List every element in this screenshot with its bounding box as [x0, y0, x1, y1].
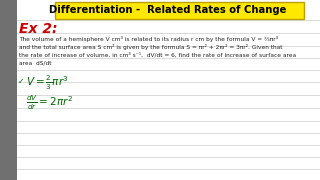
- Text: The volume of a hemisphere V cm³ is related to its radius r cm by the formula V : The volume of a hemisphere V cm³ is rela…: [19, 36, 278, 42]
- Text: $\frac{dV}{dr} = 2\pi r^2$: $\frac{dV}{dr} = 2\pi r^2$: [26, 94, 73, 112]
- Text: ✓: ✓: [18, 76, 24, 86]
- Text: Ex 2:: Ex 2:: [19, 22, 58, 36]
- FancyBboxPatch shape: [54, 1, 303, 19]
- Text: and the total surface area S cm² is given by the formula S = πr² + 2πr² = 3πr². : and the total surface area S cm² is give…: [19, 44, 283, 50]
- Bar: [0, 0, 17, 180]
- Text: Differentiation -  Related Rates of Change: Differentiation - Related Rates of Chang…: [49, 5, 287, 15]
- Text: $V = \frac{2}{3}\pi r^3$: $V = \frac{2}{3}\pi r^3$: [26, 74, 69, 92]
- Text: area  dS/dt: area dS/dt: [19, 60, 52, 66]
- Text: the rate of increase of volume, in cm³ s⁻¹,  dV/dt = 6, find the rate of increas: the rate of increase of volume, in cm³ s…: [19, 52, 296, 58]
